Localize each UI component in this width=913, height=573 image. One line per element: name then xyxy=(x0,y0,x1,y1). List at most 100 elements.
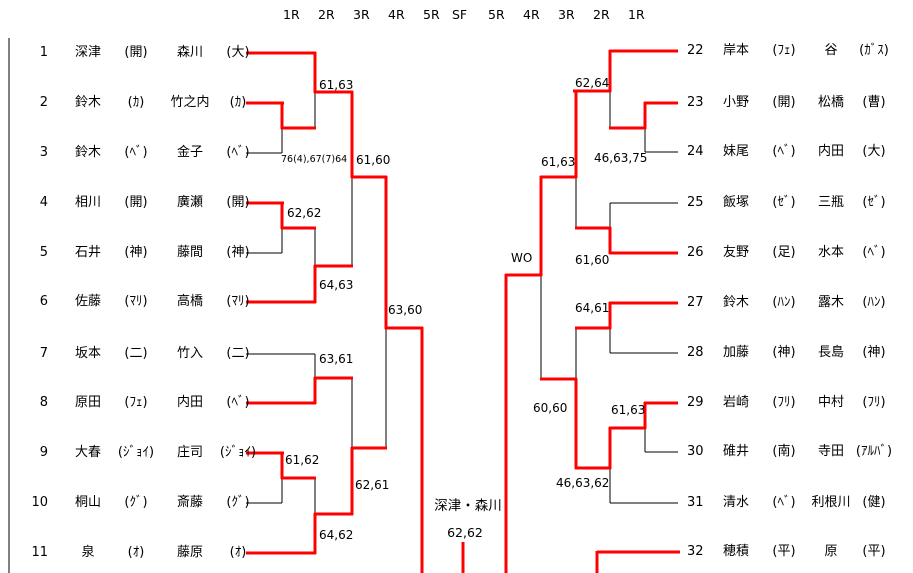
player-club: (ｵ) xyxy=(229,545,247,560)
champion-name: 深津・森川 xyxy=(434,498,502,514)
player-name: 原田 xyxy=(74,395,101,410)
player-club: (ｶﾞｽ) xyxy=(859,43,889,58)
player-club: (ﾏﾘ) xyxy=(226,294,250,309)
entry-number: 7 xyxy=(39,346,48,361)
player-club: (平) xyxy=(862,544,886,559)
player-club: (ﾊﾝ) xyxy=(862,295,886,310)
entry-number: 10 xyxy=(31,495,48,510)
player-club: (ﾏﾘ) xyxy=(124,294,148,309)
player-club: (ﾌｪ) xyxy=(772,43,796,58)
round-label: 2R xyxy=(593,7,610,22)
player-name: 岸本 xyxy=(722,43,749,58)
entry-number: 31 xyxy=(687,495,704,510)
player-club: (大) xyxy=(862,144,886,159)
match-score: 61,62 xyxy=(285,453,320,467)
entry-number: 11 xyxy=(31,545,48,560)
player-club: (神) xyxy=(226,245,250,260)
player-club: (曹) xyxy=(862,95,886,110)
round-label: SF xyxy=(452,7,468,22)
match-score: 62,61 xyxy=(355,478,390,492)
player-name: 寺田 xyxy=(817,444,844,459)
player-name: 妹尾 xyxy=(722,144,749,159)
player-club: (開) xyxy=(124,195,148,210)
player-name: 飯塚 xyxy=(722,195,749,210)
player-club: (ｾﾞ) xyxy=(862,195,886,210)
entry-number: 23 xyxy=(687,95,704,110)
match-score: 62,64 xyxy=(575,76,610,90)
entry-number: 26 xyxy=(687,245,704,260)
player-name: 高橋 xyxy=(176,294,203,309)
player-club: (ｱﾙﾊﾞ) xyxy=(855,444,893,459)
player-name: 谷 xyxy=(824,43,838,58)
player-name: 竹入 xyxy=(176,346,203,361)
match-score: 46,63,75 xyxy=(594,151,648,165)
match-score: 64,62 xyxy=(319,528,354,542)
player-club: (ﾌﾘ) xyxy=(862,395,886,410)
round-label: 1R xyxy=(628,7,645,22)
player-name: 鈴木 xyxy=(722,295,749,310)
entry-number: 8 xyxy=(39,395,48,410)
player-name: 加藤 xyxy=(722,345,749,360)
player-club: (ﾍﾞ) xyxy=(772,495,796,510)
player-club: (健) xyxy=(862,495,886,510)
champion-final-score: 62,62 xyxy=(447,525,483,540)
player-name: 碓井 xyxy=(722,444,749,459)
entry-number: 29 xyxy=(687,395,704,410)
player-club: (神) xyxy=(124,245,148,260)
player-name: 泉 xyxy=(81,545,95,560)
match-score: 62,62 xyxy=(287,206,322,220)
entry-number: 27 xyxy=(687,295,704,310)
player-name: 相川 xyxy=(74,195,101,210)
player-club: (ｾﾞ) xyxy=(772,195,796,210)
player-name: 斎藤 xyxy=(176,495,203,510)
match-score: WO xyxy=(511,251,533,265)
player-club: (ﾍﾞ) xyxy=(124,145,148,160)
player-name: 石井 xyxy=(74,245,101,260)
player-name: 大春 xyxy=(74,445,101,460)
player-name: 庄司 xyxy=(176,445,203,460)
round-label: 5R xyxy=(423,7,440,22)
entry-number: 1 xyxy=(39,45,48,60)
player-club: (開) xyxy=(124,45,148,60)
entry-number: 9 xyxy=(39,445,48,460)
player-club: (ｸﾞ) xyxy=(226,495,250,510)
match-score: 61,60 xyxy=(356,153,391,167)
player-club: (ｵ) xyxy=(127,545,145,560)
player-name: 穂積 xyxy=(722,544,749,559)
round-label: 1R xyxy=(283,7,300,22)
entry-number: 32 xyxy=(687,544,704,559)
entry-number: 22 xyxy=(687,43,704,58)
match-score: 63,60 xyxy=(388,303,423,317)
loser-lines xyxy=(8,38,678,573)
match-score: 76(4),67(7)64 xyxy=(281,154,348,165)
player-name: 森川 xyxy=(176,45,203,60)
round-label: 5R xyxy=(488,7,505,22)
player-club: (ｼﾞｮｲ) xyxy=(117,445,155,460)
player-club: (ﾍﾞ) xyxy=(862,245,886,260)
entry-number: 25 xyxy=(687,195,704,210)
match-score: 60,60 xyxy=(533,401,568,415)
player-club: (ﾌﾘ) xyxy=(772,395,796,410)
player-name: 佐藤 xyxy=(74,294,101,309)
entry-number: 24 xyxy=(687,144,704,159)
player-club: (ﾍﾞ) xyxy=(226,395,250,410)
entry-number: 3 xyxy=(39,145,48,160)
player-club: (神) xyxy=(772,345,796,360)
entry-number: 30 xyxy=(687,444,704,459)
entry-number: 28 xyxy=(687,345,704,360)
player-name: 露木 xyxy=(817,295,844,310)
player-name: 金子 xyxy=(176,145,203,160)
entry-number: 2 xyxy=(39,95,48,110)
player-name: 藤間 xyxy=(176,245,203,260)
round-label: 2R xyxy=(318,7,335,22)
match-score: 64,63 xyxy=(319,278,354,292)
match-score: 46,63,62 xyxy=(556,476,610,490)
player-name: 清水 xyxy=(722,495,749,510)
entry-number: 6 xyxy=(39,294,48,309)
player-club: (ﾍﾞ) xyxy=(772,144,796,159)
player-club: (開) xyxy=(772,95,796,110)
player-club: (大) xyxy=(226,45,250,60)
player-name: 内田 xyxy=(817,144,844,159)
